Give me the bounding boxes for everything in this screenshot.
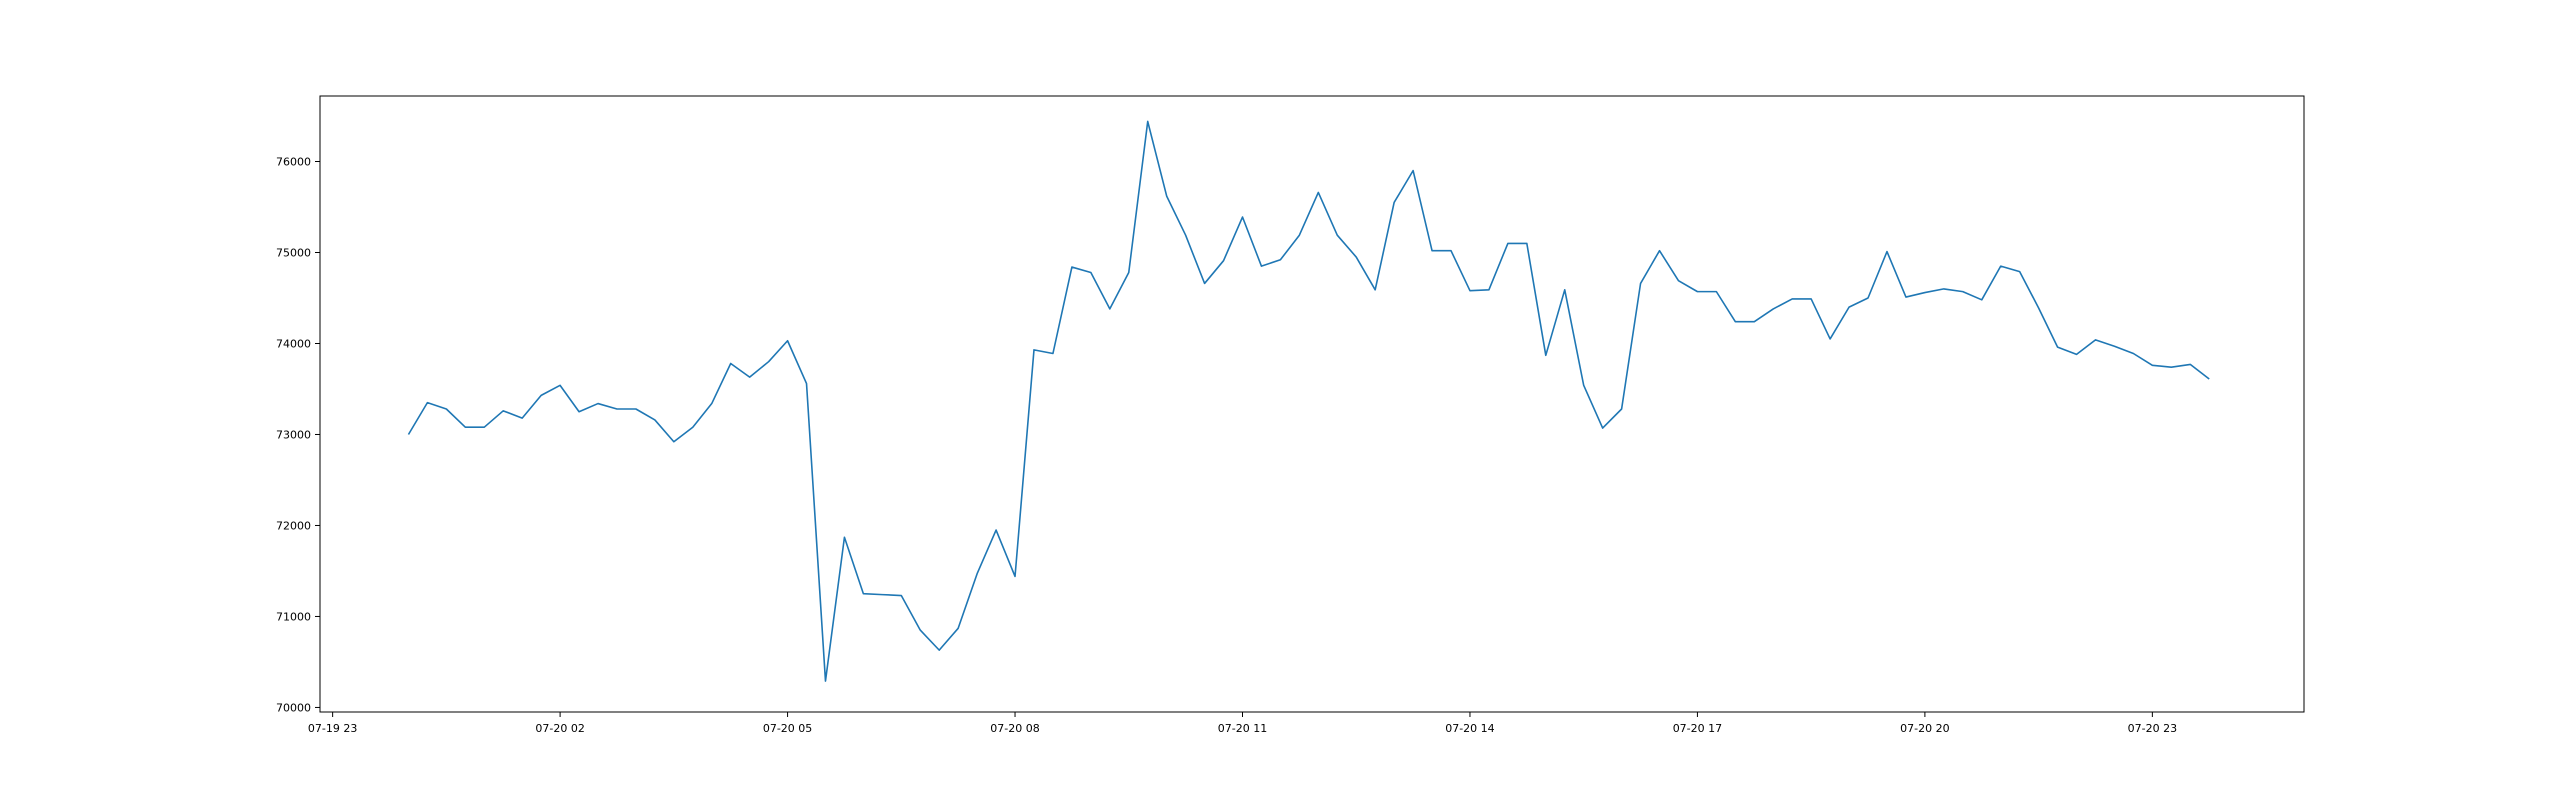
series-layer xyxy=(407,120,2210,682)
y-tick-label: 70000 xyxy=(276,701,311,714)
x-tick-label: 07-20 02 xyxy=(535,722,584,735)
y-tick-label: 72000 xyxy=(276,519,311,532)
x-tick-label: 07-20 05 xyxy=(763,722,812,735)
x-tick-label: 07-20 23 xyxy=(2128,722,2177,735)
x-tick-label: 07-20 14 xyxy=(1445,722,1494,735)
y-tick-label: 75000 xyxy=(276,247,311,260)
axis-ticks: 07-19 23 07-20 02 07-20 05 07-20 08 07-20 11… xyxy=(276,156,2177,735)
y-tick-label: 73000 xyxy=(276,428,311,441)
y-tick-label: 71000 xyxy=(276,610,311,623)
x-tick-label: 07-20 17 xyxy=(1673,722,1722,735)
x-tick-label: 07-19 23 xyxy=(308,722,357,735)
series-line xyxy=(407,120,2210,682)
y-tick-label: 76000 xyxy=(276,156,311,169)
x-tick-label: 07-20 20 xyxy=(1900,722,1949,735)
y-tick-label: 74000 xyxy=(276,337,311,350)
x-tick-label: 07-20 08 xyxy=(990,722,1039,735)
x-tick-label: 07-20 11 xyxy=(1218,722,1267,735)
plot-area-frame xyxy=(319,95,2305,713)
